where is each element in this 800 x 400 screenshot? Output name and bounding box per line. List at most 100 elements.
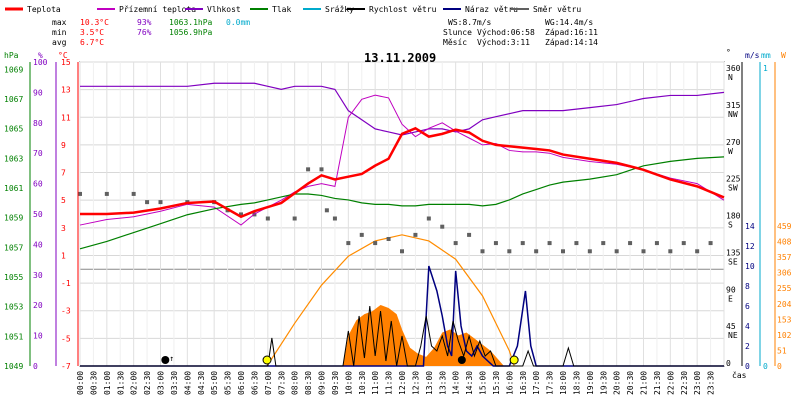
wind-direction-point [641, 249, 646, 254]
humidity-tick-label: 100 [33, 58, 48, 67]
temperature-tick-label: 11 [61, 113, 71, 122]
wind-direction-point [440, 224, 445, 229]
hpa-tick-label: 1063 [4, 154, 23, 163]
legend-label: Vlhkost [207, 5, 241, 14]
humidity-unit: % [38, 51, 43, 60]
stats-max: 10.3°C [80, 18, 109, 27]
direction-tick-compass: E [728, 294, 733, 303]
x-tick-label: 21:00 [640, 371, 649, 395]
humidity-tick-label: 30 [33, 271, 43, 280]
wind-direction-point [601, 241, 606, 246]
direction-tick-degree: 270 [726, 138, 741, 147]
temperature-tick-label: 9 [61, 141, 66, 150]
wind-direction-point [654, 241, 659, 246]
x-tick-label: 18:30 [572, 371, 581, 395]
pressure-line [79, 156, 725, 250]
x-tick-label: 17:30 [546, 371, 555, 395]
direction-tick-degree: 225 [726, 175, 741, 184]
wind-tick-label: 12 [745, 242, 755, 251]
x-tick-label: 07:30 [277, 371, 286, 395]
humidity-tick-label: 90 [33, 88, 43, 97]
hpa-tick-label: 1065 [4, 125, 23, 134]
stats-max: 1063.1hPa [169, 18, 213, 27]
temperature-tick-label: 7 [61, 169, 66, 178]
humidity-tick-label: 50 [33, 210, 43, 219]
direction-tick-compass: NE [728, 331, 738, 340]
x-tick-label: 05:00 [210, 371, 219, 395]
chart-title: 13.11.2009 [364, 51, 436, 65]
wind-direction-point [574, 241, 579, 246]
x-axis-label: čas [732, 370, 747, 380]
humidity-tick-label: 80 [33, 119, 43, 128]
wind-direction-point [386, 236, 391, 241]
moonset-marker [457, 356, 466, 364]
wind-direction-point [413, 232, 418, 237]
x-tick-label: 14:30 [465, 371, 474, 395]
temperature-tick-label: -5 [61, 334, 71, 343]
legend-label: Teplota [27, 5, 61, 14]
radiation-unit: W [781, 51, 786, 60]
wind-direction-point [493, 241, 498, 246]
wind-direction-point [467, 232, 472, 237]
wind-direction-point [145, 200, 150, 205]
x-tick-label: 04:30 [197, 371, 206, 395]
wind-tick-label: 4 [745, 322, 750, 331]
temperature-tick-label: 1 [61, 251, 66, 260]
wind-direction-point [131, 191, 136, 196]
x-tick-label: 23:30 [707, 371, 716, 395]
temperature-line [80, 126, 725, 219]
ground-temperature-line [79, 94, 725, 226]
moon-label: Měsíc [443, 38, 467, 47]
temperature-tick-label: -3 [61, 307, 71, 316]
legend-label: Přízemní teplota [119, 5, 196, 14]
wind-direction-point [78, 191, 82, 196]
radiation-tick-label: 204 [777, 300, 792, 309]
humidity-tick-label: 10 [33, 332, 43, 341]
moonset-time: Západ:14:14 [545, 38, 598, 47]
x-tick-label: 11:30 [385, 371, 394, 395]
legend-label: Srážky [325, 5, 354, 14]
legend-label: Náraz větru [465, 5, 518, 14]
direction-tick-degree: 360 [726, 64, 741, 73]
x-tick-label: 04:00 [183, 371, 192, 395]
legend-label: Tlak [272, 5, 291, 14]
radiation-tick-label: 102 [777, 331, 792, 340]
x-tick-label: 20:30 [626, 371, 635, 395]
rain-tick-label: 1 [763, 64, 768, 73]
x-tick-label: 03:00 [157, 371, 166, 395]
radiation-tick-label: 0 [777, 362, 782, 371]
wind-tick-label: 14 [745, 222, 755, 231]
hpa-unit: hPa [4, 51, 19, 60]
temperature-tick-label: 13 [61, 86, 71, 95]
legend-label: Směr větru [533, 5, 581, 14]
sunset-marker [509, 355, 519, 365]
wind-direction-point [292, 216, 297, 221]
rain-unit: mm [761, 51, 771, 60]
wind-direction-point [306, 167, 311, 172]
wind-direction-point [480, 249, 485, 254]
x-tick-label: 00:00 [76, 371, 85, 395]
direction-tick-degree: 90 [726, 285, 736, 294]
wind-speed-line [80, 305, 724, 367]
stats-min: 76% [137, 28, 152, 37]
stats-min: min [52, 28, 67, 37]
radiation-tick-label: 153 [777, 315, 792, 324]
x-tick-label: 22:00 [666, 371, 675, 395]
x-tick-label: 01:00 [103, 371, 112, 395]
wind-direction-point [346, 241, 351, 246]
wind-direction-point [534, 249, 539, 254]
temperature-tick-label: 3 [61, 224, 66, 233]
wind-direction-point [507, 249, 512, 254]
wind-direction-point [453, 241, 458, 246]
humidity-tick-label: 70 [33, 149, 43, 158]
hpa-tick-label: 1051 [4, 332, 23, 341]
stats-min: 1056.9hPa [169, 28, 213, 37]
direction-tick-degree: 45 [726, 322, 736, 331]
wind-tick-label: 6 [745, 302, 750, 311]
x-tick-label: 13:00 [425, 371, 434, 395]
wind-direction-point [614, 249, 619, 254]
wind-direction-point [158, 200, 163, 205]
x-tick-label: 22:30 [680, 371, 689, 395]
direction-unit: ° [726, 48, 731, 57]
